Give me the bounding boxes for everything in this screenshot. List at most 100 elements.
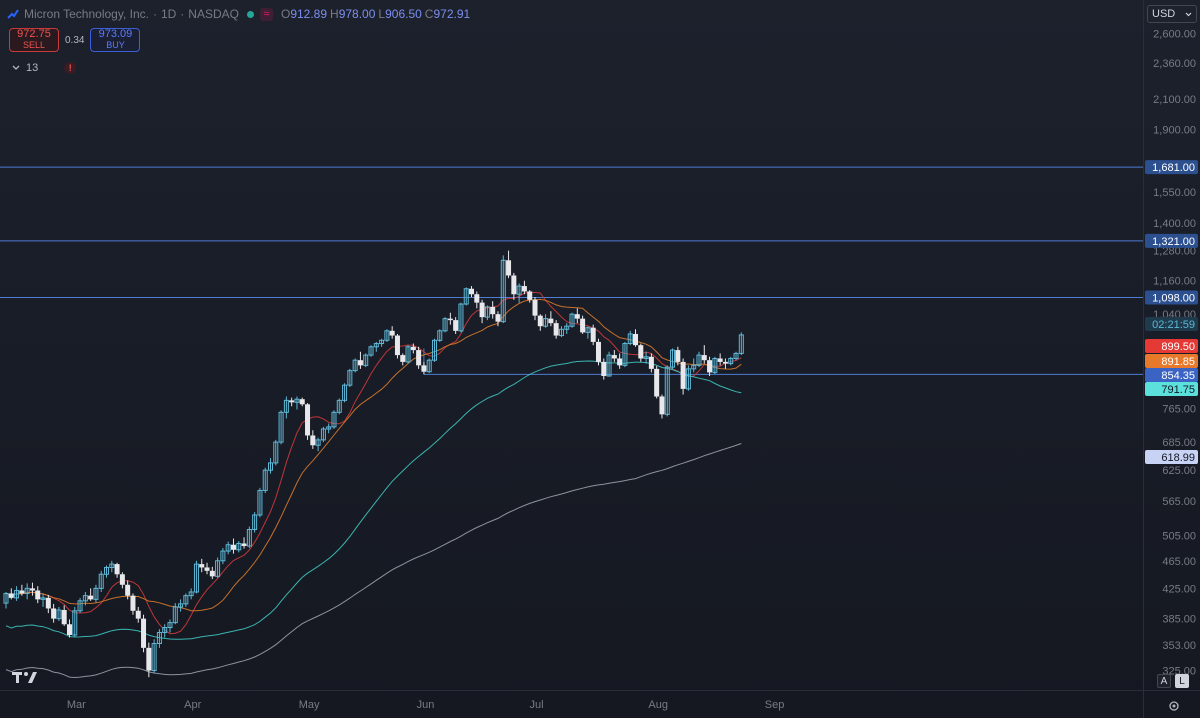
candle-body [93, 587, 99, 600]
candle-body [82, 595, 88, 602]
candle-body [580, 318, 586, 333]
price-axis-label: 1,160.00 [1153, 276, 1196, 288]
candle-body [463, 288, 469, 305]
candle-body [77, 600, 83, 612]
warning-icon[interactable]: ! [64, 62, 77, 74]
chevron-down-icon [12, 62, 20, 74]
candle-body [611, 355, 617, 359]
close-key: C [424, 7, 434, 21]
price-tag-label: 854.35 [1161, 370, 1195, 382]
candle-body [707, 360, 713, 373]
price-axis-label: 2,360.00 [1153, 58, 1196, 70]
buy-button[interactable]: 973.09 BUY [90, 28, 141, 52]
price-axis-label: 625.00 [1162, 465, 1196, 477]
candle-body [347, 370, 353, 386]
price-axis-label: 2,100.00 [1153, 94, 1196, 106]
candle-body [511, 275, 517, 295]
candle-body [119, 574, 125, 585]
indicators-toggle[interactable]: 13 ! [12, 62, 77, 74]
sell-label: SELL [22, 40, 46, 50]
candle-body [342, 384, 348, 401]
currency-select[interactable]: USD [1147, 5, 1197, 23]
price-tag-bg [1145, 382, 1198, 396]
time-axis-label: May [299, 699, 320, 711]
scale-mode-buttons: A L [1157, 674, 1189, 688]
candle-body [659, 396, 665, 415]
candle-body [156, 631, 162, 644]
candle-body [447, 318, 453, 321]
candle-body [109, 563, 115, 568]
symbol-name[interactable]: Micron Technology, Inc. [24, 7, 149, 21]
candle-body [527, 291, 533, 300]
candle-body [320, 428, 326, 441]
candle-body [617, 358, 623, 366]
interval-label[interactable]: 1D [160, 7, 177, 21]
candle-body [204, 567, 210, 571]
candle-body [675, 350, 681, 362]
candle-body [51, 608, 57, 619]
sell-button[interactable]: 972.75 SELL [9, 28, 59, 52]
candle-body [400, 355, 406, 362]
candle-body [141, 618, 147, 648]
candle-body [283, 399, 289, 413]
log-scale-button[interactable]: L [1175, 674, 1189, 688]
ma10-line [5, 291, 742, 635]
tradingview-logo-icon[interactable] [12, 670, 38, 689]
price-axis-label: 1,280.00 [1153, 246, 1196, 258]
line-price-label-bg [1145, 160, 1198, 175]
price-tag-label: 891.85 [1161, 356, 1195, 368]
line-price-label: 1,098.00 [1152, 293, 1195, 305]
candle-body [61, 610, 67, 625]
candle-body [622, 343, 628, 366]
candle-body [193, 563, 199, 593]
candle-body [569, 313, 575, 327]
high-value: 978.00 [338, 7, 376, 21]
candle-body [40, 597, 46, 600]
candle-body [479, 302, 485, 318]
candle-body [315, 439, 321, 446]
time-axis-label: Aug [648, 699, 668, 711]
ohlc-values: O 912.89 H 978.00 L 906.50 C 972.91 [281, 7, 470, 21]
price-axis-label: 565.00 [1162, 496, 1196, 508]
candle-body [595, 341, 601, 362]
low-value: 906.50 [385, 7, 422, 21]
candle-body [104, 566, 110, 575]
candles-group [3, 250, 744, 678]
time-axis-label: Sep [765, 699, 785, 711]
candle-body [331, 411, 337, 428]
market-open-icon [246, 10, 254, 18]
candle-body [294, 398, 300, 403]
candle-body [426, 359, 432, 373]
indicator-count: 13 [26, 62, 39, 74]
candle-body [35, 590, 41, 600]
candle-body [278, 411, 284, 443]
candle-body [352, 359, 358, 372]
candle-body [72, 610, 78, 636]
gear-icon[interactable] [1168, 699, 1180, 717]
candle-body [738, 334, 744, 354]
candle-body [183, 595, 189, 605]
candle-body [88, 595, 94, 600]
candle-body [379, 339, 385, 345]
price-tag-bg [1145, 354, 1198, 368]
approx-icon[interactable]: ≈ [259, 7, 273, 21]
separator: · [180, 7, 185, 21]
candle-body [246, 529, 252, 547]
candle-body [521, 286, 527, 292]
candle-body [495, 314, 501, 322]
candle-body [453, 320, 459, 331]
time-axis-label: Jul [530, 699, 544, 711]
candle-body [405, 346, 411, 363]
close-value: 972.91 [433, 7, 471, 21]
candle-body [601, 361, 607, 376]
candle-body [437, 330, 443, 341]
open-key: O [280, 7, 291, 21]
auto-scale-button[interactable]: A [1157, 674, 1171, 688]
candle-body [701, 355, 707, 361]
candle-body [633, 333, 639, 346]
candle-body [484, 306, 490, 318]
trade-panel: 972.75 SELL 0.34 973.09 BUY [9, 28, 141, 52]
candle-body [458, 303, 464, 332]
